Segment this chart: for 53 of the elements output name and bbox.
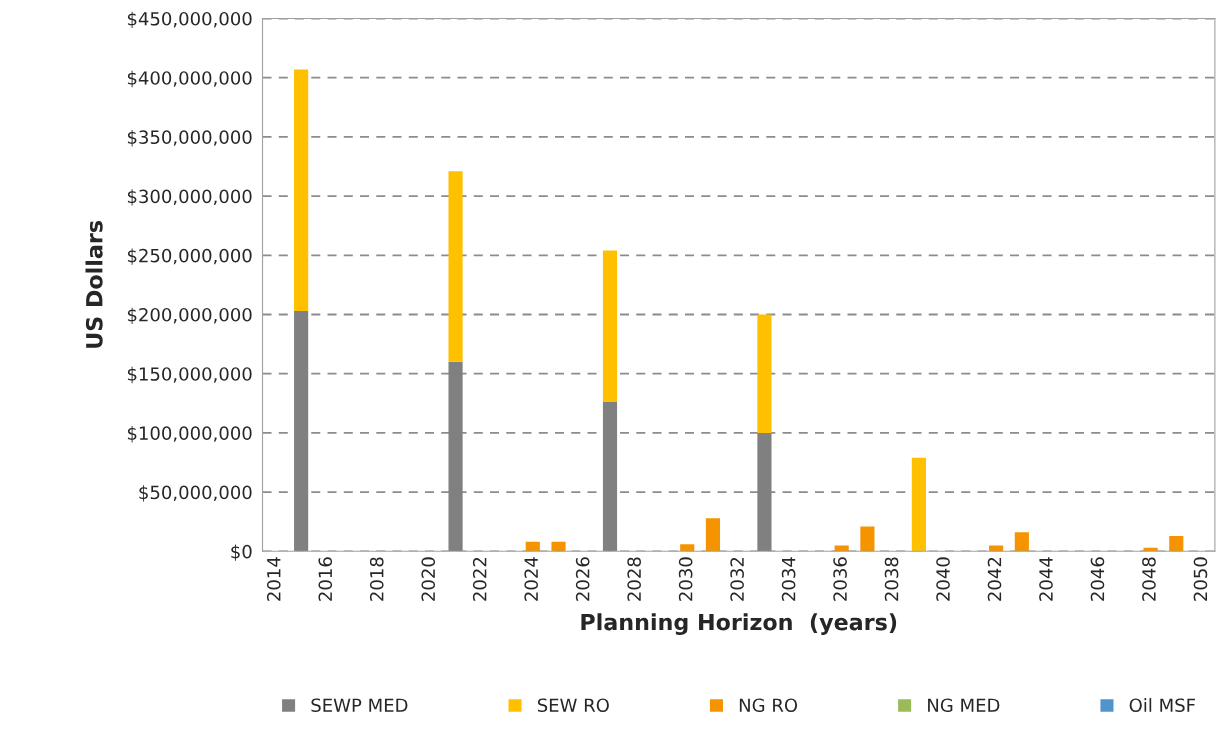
y-tick-label: $150,000,000 — [127, 366, 252, 384]
x-tick-label: 2032 — [730, 557, 744, 601]
x-tick-label: 2018 — [369, 557, 384, 601]
bar — [860, 526, 875, 552]
bar — [989, 545, 1004, 552]
bar — [680, 544, 695, 552]
bar — [1143, 547, 1158, 552]
bar — [757, 314, 772, 433]
x-axis-title: Planning Horizon (years) — [581, 613, 897, 635]
x-tick-label: 2036 — [833, 557, 847, 601]
x-tick-label: 2042 — [987, 557, 1002, 601]
x-tick-label: 2034 — [781, 557, 796, 601]
legend-label: NG MED — [928, 698, 1000, 713]
y-tick-label: $100,000,000 — [127, 426, 252, 443]
bar — [1169, 535, 1184, 552]
y-tick-label: $450,000,000 — [127, 11, 252, 29]
y-tick-label: $300,000,000 — [127, 189, 252, 206]
bar — [911, 457, 926, 552]
bar — [294, 310, 309, 552]
x-tick-label: 2028 — [627, 557, 641, 601]
x-tick-label: 2030 — [678, 557, 693, 601]
y-tick-label: $400,000,000 — [127, 70, 252, 88]
x-tick-label: 2024 — [524, 557, 539, 601]
y-tick-label: $250,000,000 — [127, 248, 252, 265]
bar — [834, 545, 849, 552]
bar — [602, 250, 618, 403]
legend-label: NG RO — [739, 698, 798, 713]
x-tick-label: 2048 — [1142, 557, 1156, 601]
legend-label: SEW RO — [537, 698, 609, 713]
bar — [294, 69, 309, 311]
x-tick-label: 2022 — [472, 557, 487, 601]
x-tick-label: 2014 — [266, 557, 281, 601]
x-tick-label: 2020 — [421, 557, 436, 601]
bar — [448, 171, 463, 362]
bar — [551, 541, 566, 552]
x-tick-label: 2044 — [1039, 557, 1053, 601]
x-tick-label: 2016 — [318, 557, 333, 601]
x-tick-label: 2040 — [936, 557, 950, 601]
y-axis-title: US Dollars — [85, 221, 103, 348]
x-tick-label: 2050 — [1193, 557, 1208, 601]
legend-label: SEWP MED — [311, 698, 408, 713]
x-tick-label: 2046 — [1090, 557, 1105, 601]
y-tick-label: $200,000,000 — [127, 307, 252, 325]
legend-label: Oil MSF — [1129, 698, 1195, 713]
x-tick-label: 2026 — [575, 557, 590, 601]
bar — [1014, 532, 1029, 552]
bar — [525, 541, 540, 552]
y-tick-label: $50,000,000 — [139, 485, 252, 502]
y-tick-label: $0 — [231, 544, 252, 561]
y-tick-label: $350,000,000 — [127, 130, 252, 147]
bar — [705, 518, 721, 552]
bar — [602, 402, 618, 552]
x-tick-label: 2038 — [884, 557, 899, 601]
